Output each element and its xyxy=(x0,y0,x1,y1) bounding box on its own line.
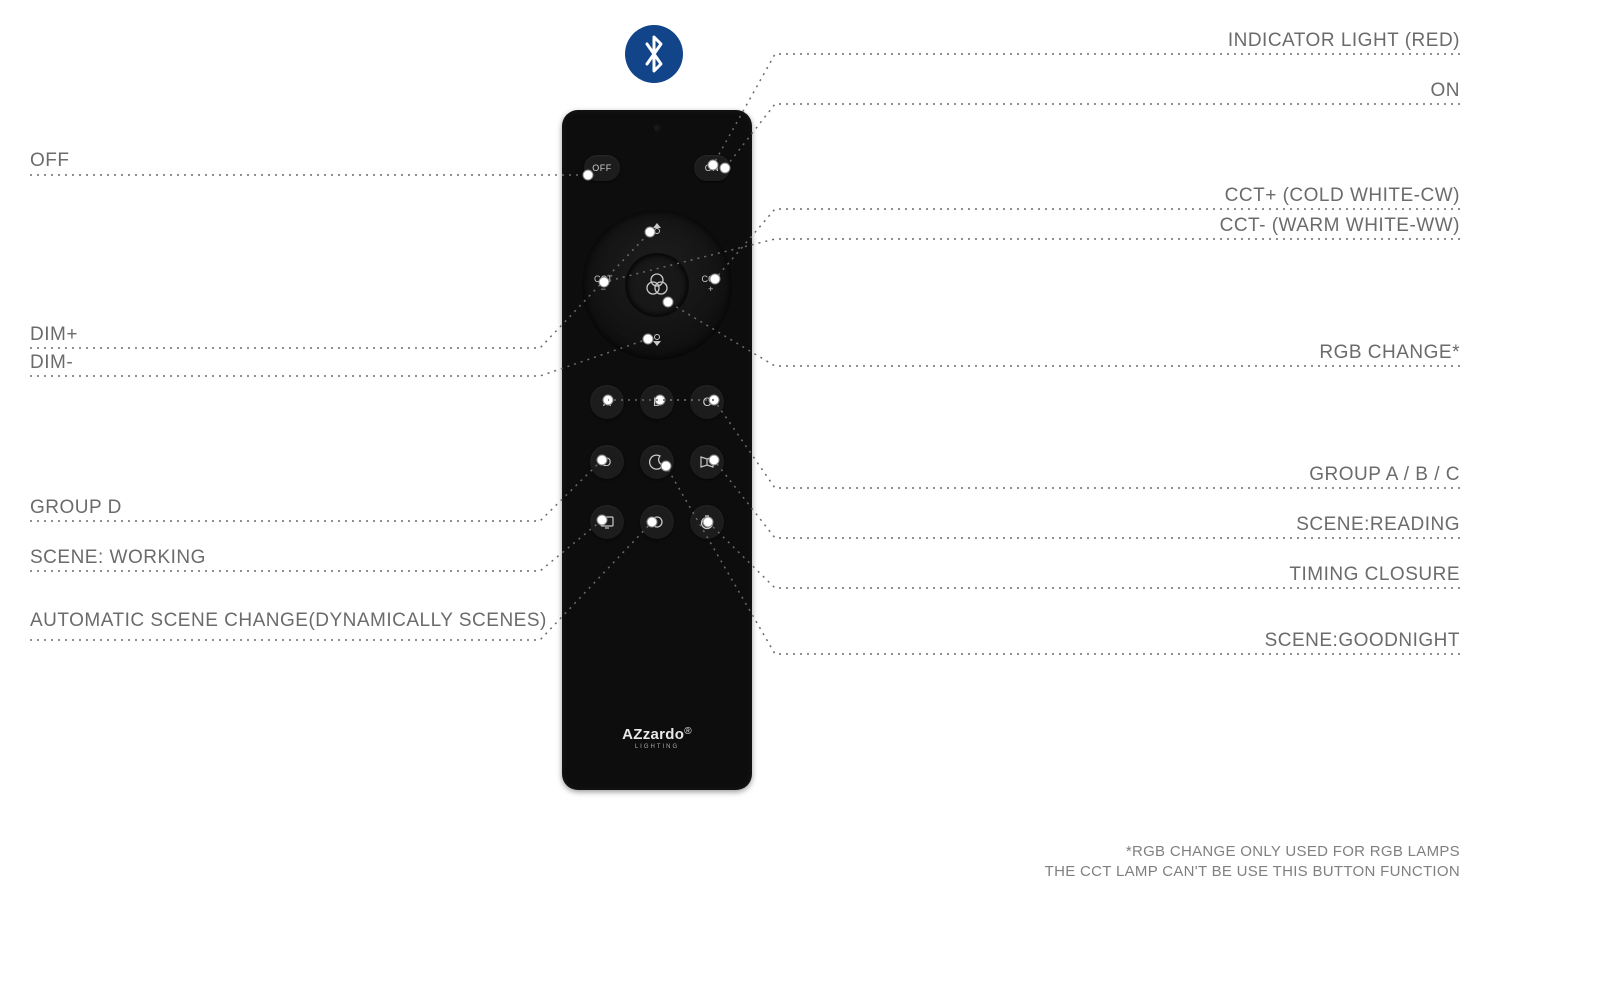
dim-plus-icon[interactable] xyxy=(649,220,665,237)
dim-minus-icon[interactable] xyxy=(649,333,665,350)
callout-label-left-0: OFF xyxy=(30,150,70,172)
callout-label-right-3: CCT- (WARM WHITE-WW) xyxy=(1220,215,1460,237)
cct-plus-button[interactable]: CCT + xyxy=(702,275,721,295)
callout-label-right-7: TIMING CLOSURE xyxy=(1289,564,1460,586)
cct-minus-button[interactable]: CCT − xyxy=(594,275,613,295)
callout-label-left-1: DIM+ xyxy=(30,324,78,346)
auto-scene-button[interactable] xyxy=(640,505,674,539)
scene-goodnight-button[interactable] xyxy=(640,445,674,479)
remote-body: OFF ON CCT − CCT + A B C D xyxy=(562,110,752,790)
rgb-button[interactable] xyxy=(627,255,687,315)
indicator-led xyxy=(653,124,661,132)
brand-logo: AZzardo® LIGHTING xyxy=(562,726,752,750)
group-d-button[interactable]: D xyxy=(590,445,624,479)
callout-label-left-5: AUTOMATIC SCENE CHANGE(DYNAMICALLY SCENE… xyxy=(30,610,547,632)
on-button[interactable]: ON xyxy=(694,155,730,181)
group-a-button[interactable]: A xyxy=(590,385,624,419)
callout-label-right-8: SCENE:GOODNIGHT xyxy=(1265,630,1460,652)
footnote: *RGB CHANGE ONLY USED FOR RGB LAMPS THE … xyxy=(1045,842,1460,881)
scene-working-button[interactable] xyxy=(590,505,624,539)
group-b-button[interactable]: B xyxy=(640,385,674,419)
callout-label-right-5: GROUP A / B / C xyxy=(1309,464,1460,486)
callout-label-right-0: INDICATOR LIGHT (RED) xyxy=(1228,30,1460,52)
callout-label-right-1: ON xyxy=(1431,80,1461,102)
off-button[interactable]: OFF xyxy=(584,155,620,181)
callout-label-right-6: SCENE:READING xyxy=(1296,514,1460,536)
timer-button[interactable] xyxy=(690,505,724,539)
bluetooth-icon xyxy=(625,25,683,83)
group-c-button[interactable]: C xyxy=(690,385,724,419)
callout-label-left-3: GROUP D xyxy=(30,497,122,519)
control-ring: CCT − CCT + xyxy=(582,210,732,360)
scene-reading-button[interactable] xyxy=(690,445,724,479)
callout-label-right-2: CCT+ (COLD WHITE-CW) xyxy=(1225,185,1460,207)
callout-label-left-4: SCENE: WORKING xyxy=(30,547,206,569)
callout-label-left-2: DIM- xyxy=(30,352,73,374)
callout-label-right-4: RGB CHANGE* xyxy=(1319,342,1460,364)
